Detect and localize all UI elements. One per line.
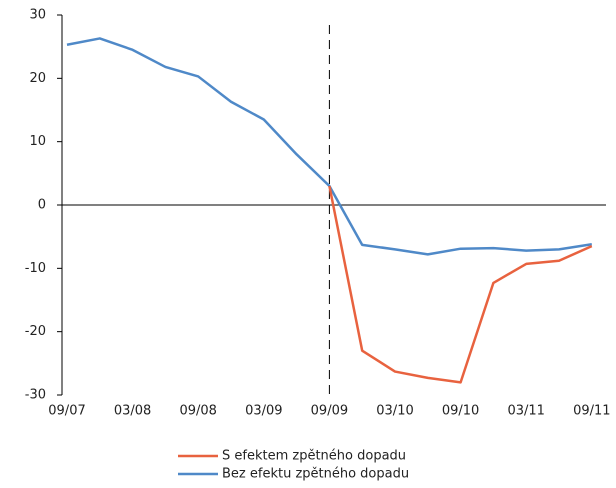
legend-label: Bez efektu zpětného dopadu (222, 467, 409, 482)
y-tick-label: 30 (29, 8, 46, 23)
x-tick-label: 09/07 (48, 404, 85, 419)
x-tick-label: 09/11 (573, 404, 610, 419)
legend-label: S efektem zpětného dopadu (222, 449, 406, 464)
x-tick-label: 03/09 (245, 404, 282, 419)
x-tick-label: 03/08 (114, 404, 151, 419)
x-tick-label: 09/09 (311, 404, 348, 419)
x-tick-label: 03/10 (376, 404, 413, 419)
x-tick-label: 09/10 (442, 404, 479, 419)
y-tick-label: -30 (25, 388, 46, 403)
y-tick-label: -20 (25, 324, 46, 339)
y-tick-label: -10 (25, 261, 46, 276)
y-tick-label: 0 (38, 198, 46, 213)
x-tick-label: 09/08 (179, 404, 216, 419)
y-tick-label: 20 (29, 71, 46, 86)
x-tick-label: 03/11 (507, 404, 544, 419)
y-tick-label: 10 (29, 134, 46, 149)
series-line (328, 185, 593, 384)
